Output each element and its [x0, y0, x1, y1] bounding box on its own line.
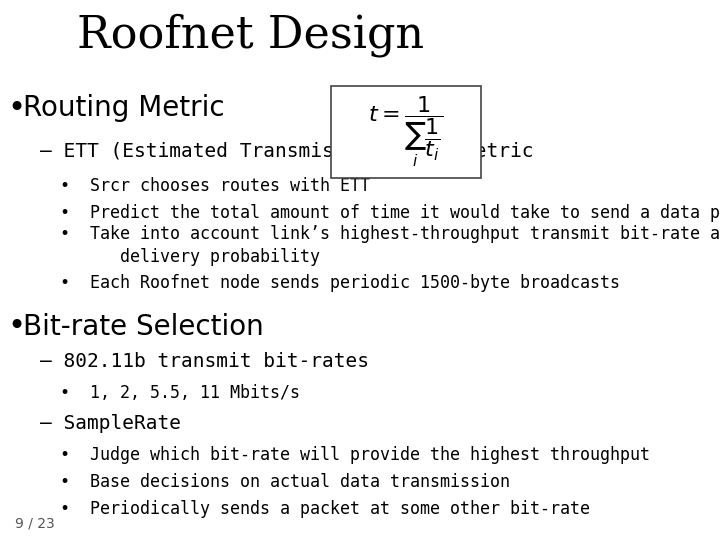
- Text: – ETT (Estimated Transmission Time) metric: – ETT (Estimated Transmission Time) metr…: [40, 141, 534, 161]
- Text: •  1, 2, 5.5, 11 Mbits/s: • 1, 2, 5.5, 11 Mbits/s: [60, 384, 300, 402]
- Text: •  Judge which bit-rate will provide the highest throughput: • Judge which bit-rate will provide the …: [60, 446, 650, 464]
- Text: •  Each Roofnet node sends periodic 1500-byte broadcasts: • Each Roofnet node sends periodic 1500-…: [60, 274, 620, 293]
- Text: – SampleRate: – SampleRate: [40, 414, 181, 434]
- Text: •  Take into account link’s highest-throughput transmit bit-rate and
      deliv: • Take into account link’s highest-throu…: [60, 225, 720, 267]
- Text: Roofnet Design: Roofnet Design: [77, 14, 424, 57]
- Text: 9 / 23: 9 / 23: [15, 516, 55, 530]
- Text: •: •: [7, 312, 26, 341]
- Text: •  Periodically sends a packet at some other bit-rate: • Periodically sends a packet at some ot…: [60, 500, 590, 518]
- Text: Routing Metric: Routing Metric: [22, 94, 224, 122]
- Text: •  Base decisions on actual data transmission: • Base decisions on actual data transmis…: [60, 472, 510, 491]
- Text: •  Predict the total amount of time it would take to send a data packet: • Predict the total amount of time it wo…: [60, 204, 720, 222]
- Text: •: •: [7, 93, 26, 123]
- FancyBboxPatch shape: [330, 86, 481, 178]
- Text: Bit-rate Selection: Bit-rate Selection: [22, 313, 264, 341]
- Text: •  Srcr chooses routes with ETT: • Srcr chooses routes with ETT: [60, 177, 370, 195]
- Text: $t = \dfrac{1}{\sum_i \dfrac{1}{t_i}}$: $t = \dfrac{1}{\sum_i \dfrac{1}{t_i}}$: [368, 95, 444, 170]
- Text: – 802.11b transmit bit-rates: – 802.11b transmit bit-rates: [40, 352, 369, 372]
